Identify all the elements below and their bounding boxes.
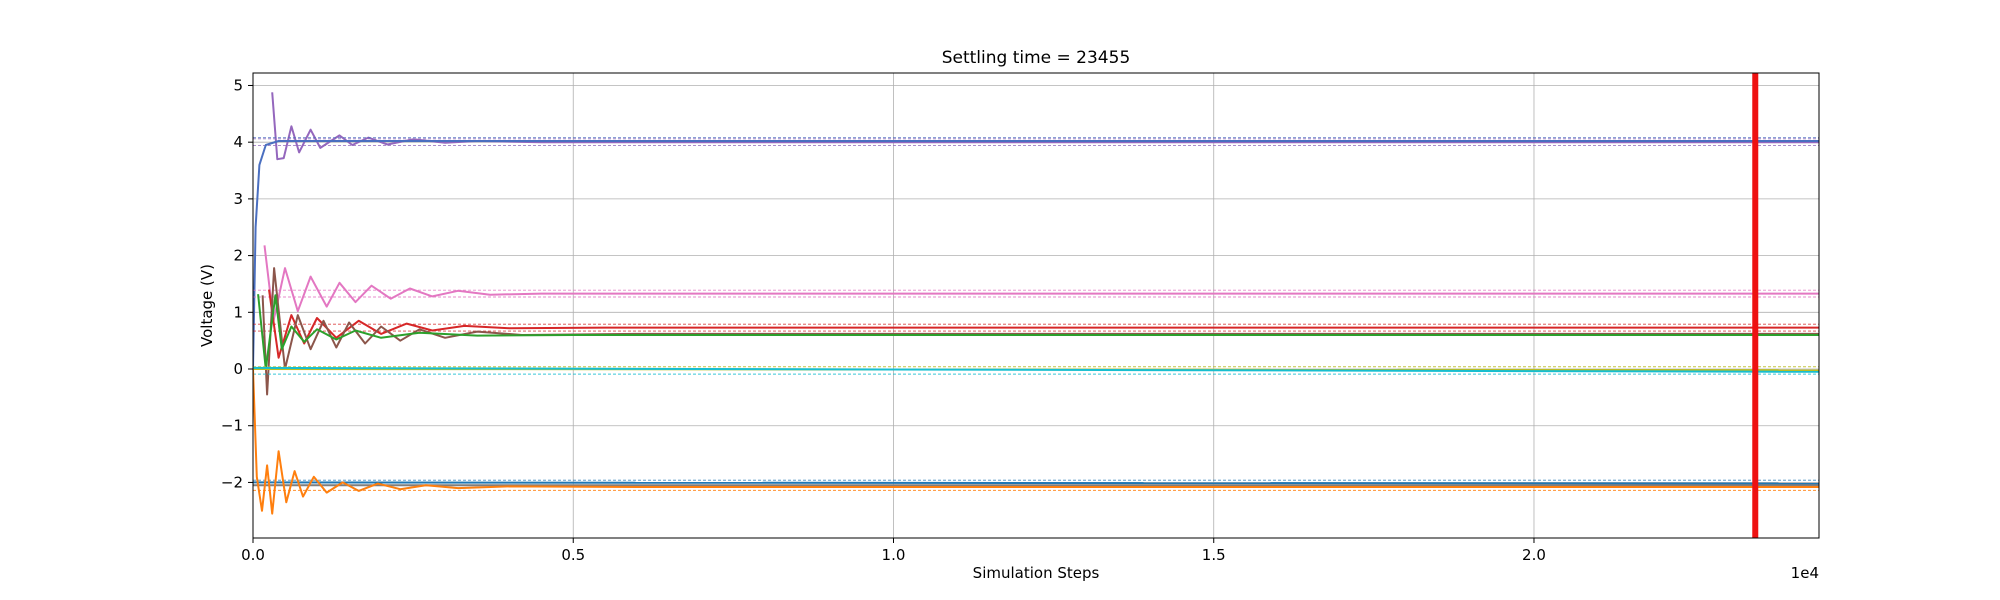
x-tick-label: 2.0 <box>1522 546 1546 564</box>
voltage-series-line <box>263 245 1819 322</box>
x-tick-label: 1.5 <box>1202 546 1226 564</box>
x-axis-offset-label: 1e4 <box>1791 564 1819 582</box>
series-group <box>253 73 1819 538</box>
y-tick-label: 1 <box>233 303 243 321</box>
voltage-series-line <box>257 294 1819 370</box>
x-tick-label: 1.0 <box>882 546 906 564</box>
y-tick-label: 3 <box>233 190 243 208</box>
y-tick-label: 0 <box>233 360 243 378</box>
voltage-series-line <box>253 481 1819 485</box>
voltage-series-line <box>268 289 1819 359</box>
y-tick-label: 2 <box>233 247 243 265</box>
y-axis-label: Voltage (V) <box>198 264 216 347</box>
voltage-series-line <box>271 92 1819 161</box>
voltage-series-line <box>253 368 1819 515</box>
x-tick-label: 0.0 <box>241 546 265 564</box>
axes-frame <box>252 72 1820 539</box>
plot-area <box>253 73 1819 538</box>
x-tick-label: 0.5 <box>561 546 585 564</box>
axis-ticks: 0.0 0.5 1.0 1.5 2.0 −2 −1 0 1 2 3 4 5 <box>221 76 1546 564</box>
voltage-series-line <box>253 140 1819 370</box>
y-tick-label: 4 <box>233 133 243 151</box>
voltage-series-line <box>253 366 1819 373</box>
y-tick-label: −2 <box>221 473 243 491</box>
x-axis-label: Simulation Steps <box>973 564 1100 582</box>
y-tick-label: 5 <box>233 76 243 94</box>
chart-title: Settling time = 23455 <box>942 48 1131 68</box>
y-tick-label: −1 <box>221 417 243 435</box>
voltage-series-line <box>261 267 1819 396</box>
